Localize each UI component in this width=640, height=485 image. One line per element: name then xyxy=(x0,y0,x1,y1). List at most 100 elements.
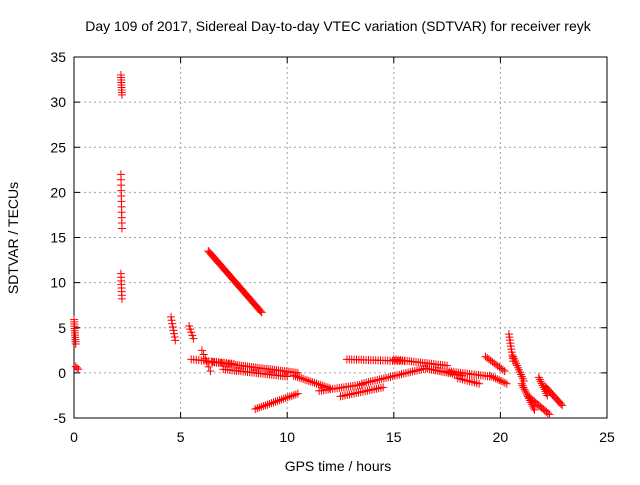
data-point-marker xyxy=(251,404,260,413)
data-point-marker xyxy=(535,375,544,384)
data-point-marker xyxy=(497,376,506,385)
data-point-marker xyxy=(557,400,566,409)
data-point-marker xyxy=(522,389,531,398)
data-point-marker xyxy=(487,372,496,381)
data-point-marker xyxy=(201,354,210,363)
x-tick-label: 15 xyxy=(386,429,402,445)
data-point-marker xyxy=(399,369,408,378)
data-point-marker xyxy=(277,395,286,404)
data-point-marker xyxy=(362,378,371,387)
data-point-marker xyxy=(189,334,198,343)
data-point-marker xyxy=(170,329,179,338)
data-point-marker xyxy=(117,224,126,233)
data-point-marker xyxy=(72,363,81,372)
data-point-marker xyxy=(368,377,377,386)
y-tick-label: 0 xyxy=(58,365,66,381)
x-axis-label: GPS time / hours xyxy=(285,458,392,474)
data-point-marker xyxy=(379,383,388,392)
x-tick-label: 25 xyxy=(599,429,615,445)
data-point-marker xyxy=(498,365,507,374)
data-point-marker xyxy=(558,401,567,410)
data-point-marker xyxy=(500,378,509,387)
data-point-marker xyxy=(390,371,399,380)
data-point-marker xyxy=(379,374,388,383)
data-point-marker xyxy=(283,393,292,402)
data-point-marker xyxy=(485,371,494,380)
data-point-marker xyxy=(529,404,538,413)
data-point-marker xyxy=(314,380,323,389)
data-point-marker xyxy=(197,346,206,355)
data-point-marker xyxy=(275,396,284,405)
x-tick-label: 0 xyxy=(70,429,78,445)
data-point-marker xyxy=(306,377,315,386)
data-point-marker xyxy=(375,375,384,384)
data-point-marker xyxy=(517,379,526,388)
data-point-marker xyxy=(170,333,179,342)
y-tick-label: 15 xyxy=(50,230,66,246)
data-point-marker xyxy=(373,376,382,385)
data-point-marker xyxy=(168,322,177,331)
data-point-marker xyxy=(377,374,386,383)
data-point-marker xyxy=(285,392,294,401)
data-point-marker xyxy=(360,379,369,388)
data-point-marker xyxy=(167,312,176,321)
data-point-marker xyxy=(291,372,300,381)
data-point-marker xyxy=(283,372,292,381)
data-point-marker xyxy=(263,400,272,409)
data-point-marker xyxy=(388,372,397,381)
data-point-marker xyxy=(169,326,178,335)
y-tick-label: -5 xyxy=(54,410,67,426)
data-point-marker xyxy=(530,405,539,414)
data-point-marker xyxy=(382,373,391,382)
y-tick-label: 10 xyxy=(50,275,66,291)
data-point-marker xyxy=(397,370,406,379)
data-point-marker xyxy=(410,367,419,376)
data-point-marker xyxy=(287,391,296,400)
data-point-marker xyxy=(543,409,552,418)
data-point-marker xyxy=(520,385,529,394)
y-tick-label: 20 xyxy=(50,184,66,200)
data-point-marker xyxy=(357,379,366,388)
data-point-marker xyxy=(203,358,212,367)
data-point-marker xyxy=(289,371,298,380)
data-point-marker xyxy=(117,294,126,303)
data-point-marker xyxy=(500,367,509,376)
y-tick-label: 30 xyxy=(50,94,66,110)
data-point-marker xyxy=(289,391,298,400)
data-point-marker xyxy=(291,390,300,399)
data-point-marker xyxy=(71,339,80,348)
data-point-marker xyxy=(502,379,511,388)
data-point-marker xyxy=(406,368,415,377)
data-point-marker xyxy=(401,369,410,378)
grid-layer xyxy=(74,57,607,418)
data-point-marker xyxy=(299,374,308,383)
data-point-marker xyxy=(168,319,177,328)
data-point-marker xyxy=(293,372,302,381)
data-point-marker xyxy=(271,397,280,406)
data-point-marker xyxy=(404,368,413,377)
y-tick-label: 35 xyxy=(50,49,66,65)
data-point-marker xyxy=(281,394,290,403)
data-point-marker xyxy=(521,387,530,396)
data-point-marker xyxy=(297,374,306,383)
data-point-marker xyxy=(495,376,504,385)
data-point-marker xyxy=(395,370,404,379)
data-point-marker xyxy=(171,336,180,345)
data-point-marker xyxy=(204,362,213,371)
data-point-marker xyxy=(257,402,266,411)
data-point-marker xyxy=(301,375,310,384)
data-point-marker xyxy=(302,376,311,385)
data-point-marker xyxy=(255,403,264,412)
data-point-marker xyxy=(265,399,274,408)
data-point-marker xyxy=(417,365,426,374)
data-point-marker xyxy=(312,379,321,388)
data-point-marker xyxy=(304,376,313,385)
data-point-marker xyxy=(519,383,528,392)
data-point-marker xyxy=(499,377,508,386)
x-tick-label: 20 xyxy=(493,429,509,445)
data-point-marker xyxy=(536,377,545,386)
marker-layer xyxy=(70,71,567,419)
